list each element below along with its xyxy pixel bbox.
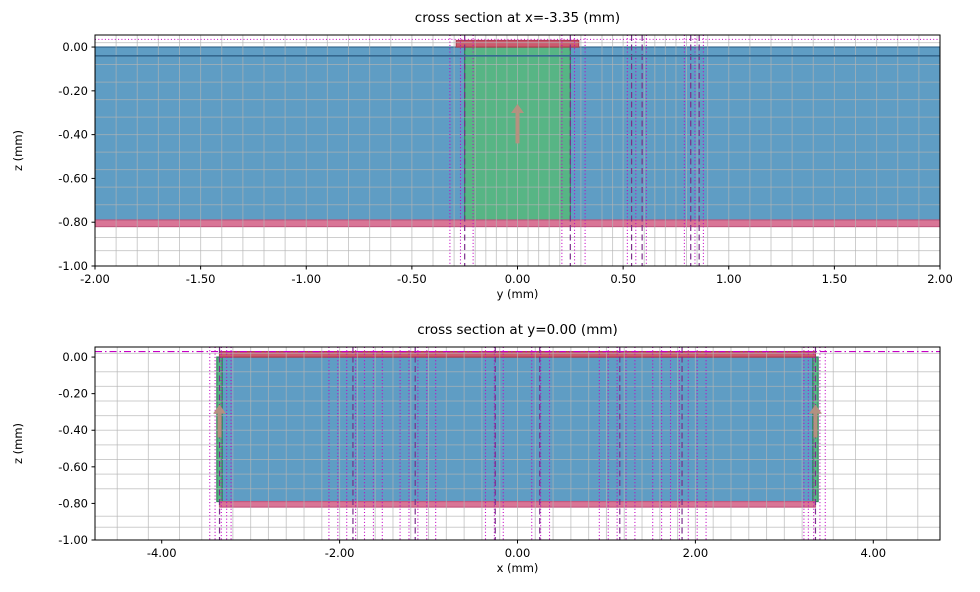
- x-tick-label: 0.00: [505, 272, 531, 286]
- y-tick-label: 0.00: [62, 40, 88, 54]
- x-tick-label: 1.50: [822, 272, 848, 286]
- x-tick-label: 1.00: [716, 272, 742, 286]
- excitation-arrow: [808, 404, 822, 438]
- y-tick-label: -0.20: [58, 84, 88, 98]
- x-tick-label: -1.00: [291, 272, 321, 286]
- y-tick-label: -0.60: [58, 460, 88, 474]
- x-tick-label: 4.00: [860, 546, 886, 560]
- y-tick-label: -0.40: [58, 423, 88, 437]
- y-tick-label: -0.80: [58, 496, 88, 510]
- x-tick-label: -2.00: [80, 272, 110, 286]
- subplot-title: cross section at x=-3.35 (mm): [415, 10, 620, 26]
- y-axis-label: z (mm): [11, 130, 25, 171]
- x-tick-label: -2.00: [325, 546, 355, 560]
- y-tick-label: 0.00: [62, 350, 88, 364]
- y-axis-label: z (mm): [11, 423, 25, 464]
- subplot-2: -4.00 -2.00 0.00 2.00 4.00 0.00 -0.20 -0.40 -0.6…: [11, 322, 941, 575]
- y-tick-label: -0.60: [58, 171, 88, 185]
- x-tick-label: -1.50: [186, 272, 216, 286]
- x-tick-label: -4.00: [147, 546, 177, 560]
- excitation-arrow: [213, 404, 227, 438]
- plot-area: [95, 35, 940, 266]
- x-axis-label: x (mm): [497, 561, 539, 575]
- y-tick-label: -1.00: [58, 533, 88, 547]
- y-tick-label: -0.80: [58, 215, 88, 229]
- x-tick-label: -0.50: [397, 272, 427, 286]
- y-tick-label: -1.00: [58, 259, 88, 273]
- subplot-title: cross section at y=0.00 (mm): [417, 322, 618, 338]
- subplot-1: -2.00 -1.50 -1.00 -0.50 0.00 0.50 1.00 1.50 2.00…: [11, 10, 953, 301]
- excitation-arrow: [511, 103, 524, 144]
- x-tick-label: 2.00: [927, 272, 953, 286]
- x-tick-label: 2.00: [683, 546, 709, 560]
- y-tick-label: -0.20: [58, 387, 88, 401]
- x-axis-label: y (mm): [497, 287, 539, 301]
- plot-area: [95, 347, 940, 540]
- x-tick-label: 0.50: [610, 272, 636, 286]
- y-tick-label: -0.40: [58, 128, 88, 142]
- x-tick-label: 0.00: [505, 546, 531, 560]
